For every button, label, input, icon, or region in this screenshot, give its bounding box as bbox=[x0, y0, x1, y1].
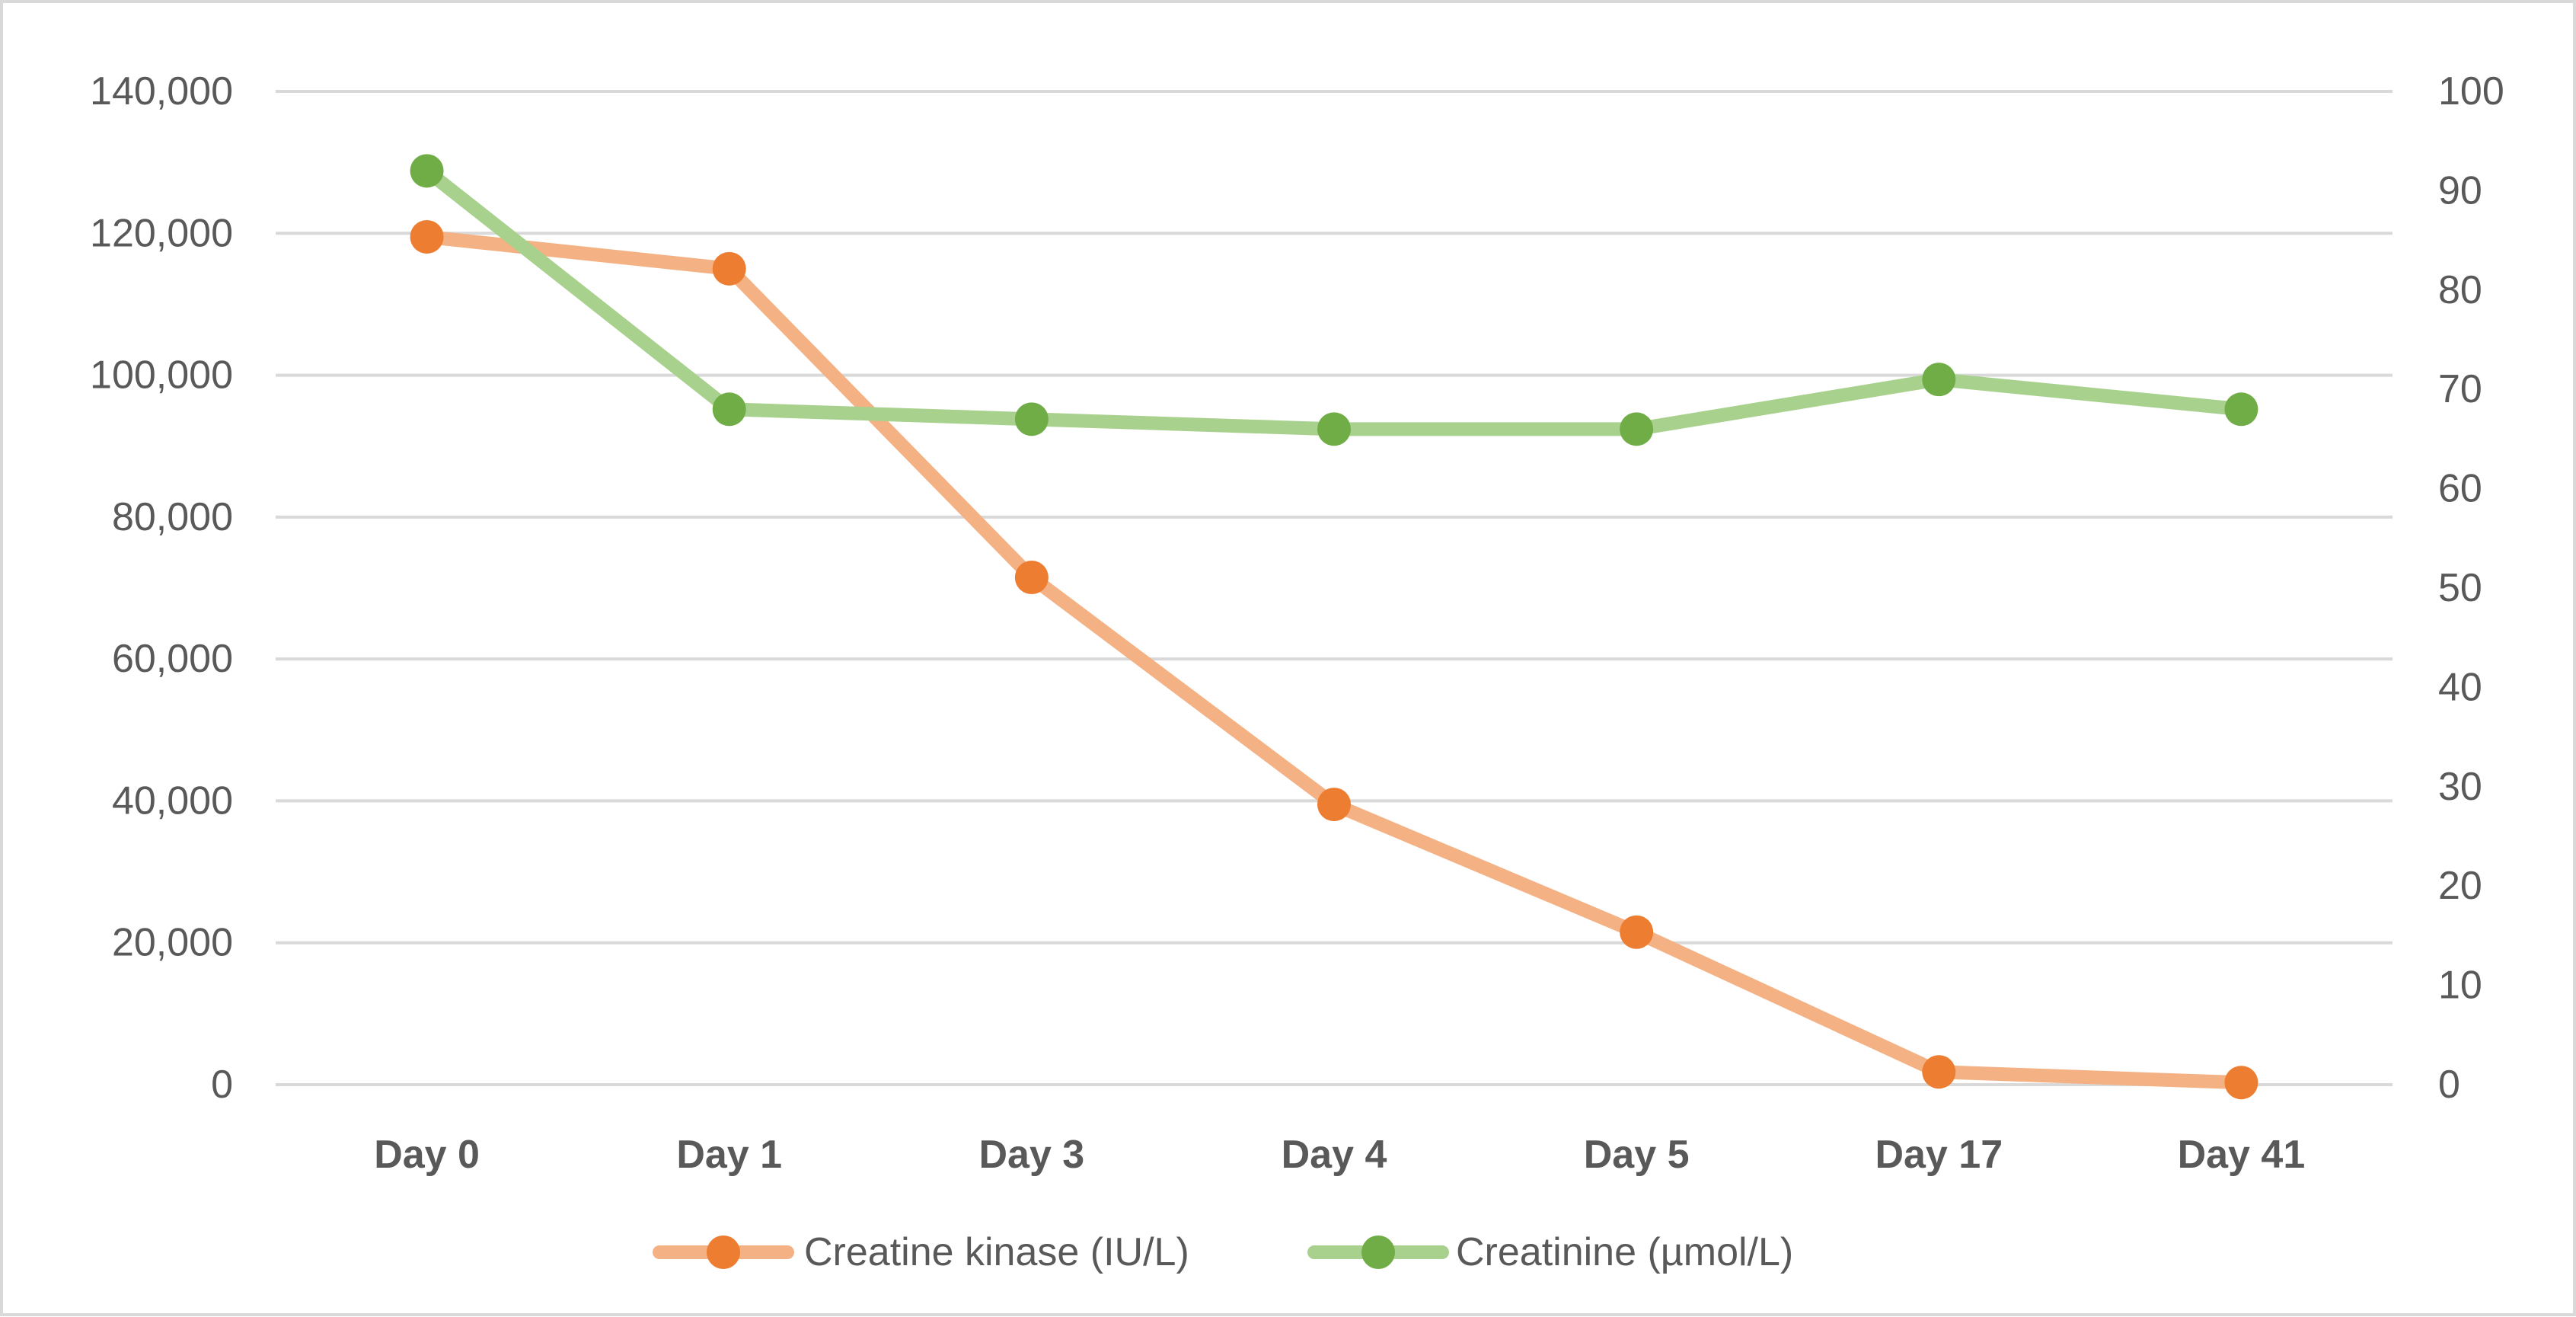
left-tick-label: 20,000 bbox=[112, 921, 233, 965]
x-tick-label: Day 5 bbox=[1584, 1133, 1690, 1177]
legend-label-0: Creatine kinase (IU/L) bbox=[804, 1230, 1189, 1274]
series-0-point-5 bbox=[1922, 1055, 1956, 1089]
x-tick-label: Day 3 bbox=[978, 1133, 1084, 1177]
series-lines bbox=[420, 164, 2249, 1090]
right-tick-label: 20 bbox=[2438, 864, 2482, 908]
gridlines bbox=[276, 90, 2392, 1086]
x-tick-label: Day 1 bbox=[676, 1133, 782, 1177]
x-tick-label: Day 4 bbox=[1282, 1133, 1387, 1177]
series-line-1 bbox=[420, 164, 2249, 436]
right-axis-ticks: 0 10 20 30 40 50 60 70 80 90 100 bbox=[2438, 69, 2504, 1107]
x-tick-label: Day 41 bbox=[2178, 1133, 2306, 1177]
series-0-point-1 bbox=[712, 251, 746, 286]
right-tick-label: 100 bbox=[2438, 69, 2504, 113]
left-tick-label: 140,000 bbox=[90, 69, 233, 113]
left-tick-label: 120,000 bbox=[90, 211, 233, 255]
series-0-point-3 bbox=[1317, 788, 1351, 822]
right-tick-label: 90 bbox=[2438, 168, 2482, 213]
right-tick-label: 70 bbox=[2438, 367, 2482, 411]
x-tick-label: Day 0 bbox=[374, 1133, 480, 1177]
legend-label-1: Creatinine (µmol/L) bbox=[1456, 1230, 1793, 1274]
series-1-point-5 bbox=[1922, 363, 1956, 397]
series-0-point-6 bbox=[2224, 1066, 2258, 1100]
left-tick-label: 100,000 bbox=[90, 353, 233, 398]
right-tick-label: 30 bbox=[2438, 765, 2482, 809]
x-axis-ticks: Day 0 Day 1 Day 3 Day 4 Day 5 Day 17 Day 41 bbox=[374, 1133, 2305, 1177]
left-tick-label: 0 bbox=[211, 1063, 233, 1107]
series-1-point-1 bbox=[712, 392, 746, 427]
series-1-point-6 bbox=[2224, 392, 2258, 427]
left-tick-label: 60,000 bbox=[112, 637, 233, 681]
right-tick-label: 60 bbox=[2438, 467, 2482, 511]
right-tick-label: 40 bbox=[2438, 665, 2482, 709]
series-points bbox=[410, 154, 2258, 1100]
right-tick-label: 0 bbox=[2438, 1063, 2460, 1107]
right-tick-label: 80 bbox=[2438, 268, 2482, 312]
series-0-point-0 bbox=[410, 219, 444, 254]
x-tick-label: Day 17 bbox=[1875, 1133, 2003, 1177]
series-1-point-4 bbox=[1620, 412, 1654, 446]
legend: Creatine kinase (IU/L) Creatinine (µmol/L… bbox=[653, 1230, 1793, 1274]
series-0-point-4 bbox=[1620, 915, 1654, 949]
series-1-point-2 bbox=[1014, 402, 1049, 436]
legend-marker-1 bbox=[1361, 1235, 1395, 1269]
series-1-point-0 bbox=[410, 154, 444, 188]
left-tick-label: 80,000 bbox=[112, 495, 233, 539]
left-axis-ticks: 0 20,000 40,000 60,000 80,000 100,000 120,000 1… bbox=[90, 69, 233, 1107]
legend-marker-0 bbox=[707, 1235, 740, 1269]
series-0-point-2 bbox=[1014, 561, 1049, 595]
right-tick-label: 10 bbox=[2438, 964, 2482, 1008]
line-chart: 0 20,000 40,000 60,000 80,000 100,000 120,000 1… bbox=[90, 69, 2504, 1274]
right-tick-label: 50 bbox=[2438, 566, 2482, 610]
left-tick-label: 40,000 bbox=[112, 778, 233, 823]
series-1-point-3 bbox=[1317, 412, 1351, 446]
